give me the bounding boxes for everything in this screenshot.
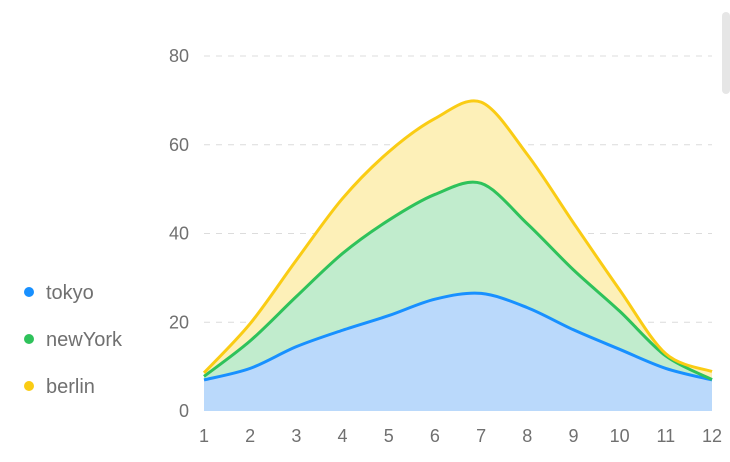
legend-label: berlin [46, 376, 95, 398]
x-tick-label: 5 [384, 426, 394, 446]
legend-label: newYork [46, 329, 123, 351]
line-tokyo [203, 291, 713, 382]
y-tick-label: 60 [169, 135, 189, 155]
legend-item-berlin[interactable]: berlin [24, 376, 95, 398]
y-tick-label: 80 [169, 46, 189, 66]
x-tick-label: 6 [430, 426, 440, 446]
series-areas [204, 100, 712, 411]
x-tick-label: 8 [522, 426, 532, 446]
legend-item-newYork[interactable]: newYork [24, 329, 123, 351]
legend-label: tokyo [46, 282, 94, 304]
line-berlin [202, 99, 713, 374]
x-tick-label: 1 [199, 426, 209, 446]
x-tick-label: 4 [338, 426, 348, 446]
x-tick-label: 7 [476, 426, 486, 446]
y-tick-label: 40 [169, 224, 189, 244]
x-tick-label: 11 [656, 426, 675, 446]
x-axis-ticks: 1 2 3 4 5 6 7 8 9 10 11 12 [199, 426, 722, 446]
legend[interactable]: tokyo newYork berlin [24, 282, 123, 398]
scrollbar-thumb[interactable] [722, 12, 730, 94]
legend-marker [24, 381, 34, 391]
area-tokyo [204, 293, 712, 411]
area-newYork [204, 182, 712, 380]
y-axis-ticks: 0 20 40 60 80 [169, 46, 189, 421]
series-lines [202, 99, 713, 382]
legend-marker [24, 287, 34, 297]
line-newYork [203, 180, 713, 381]
legend-item-tokyo[interactable]: tokyo [24, 282, 94, 304]
x-tick-label: 10 [610, 426, 630, 446]
y-tick-label: 0 [179, 401, 189, 421]
x-tick-label: 12 [702, 426, 722, 446]
legend-marker [24, 334, 34, 344]
x-tick-label: 2 [245, 426, 255, 446]
x-tick-label: 3 [291, 426, 301, 446]
y-tick-label: 20 [169, 312, 189, 332]
x-tick-label: 9 [568, 426, 578, 446]
